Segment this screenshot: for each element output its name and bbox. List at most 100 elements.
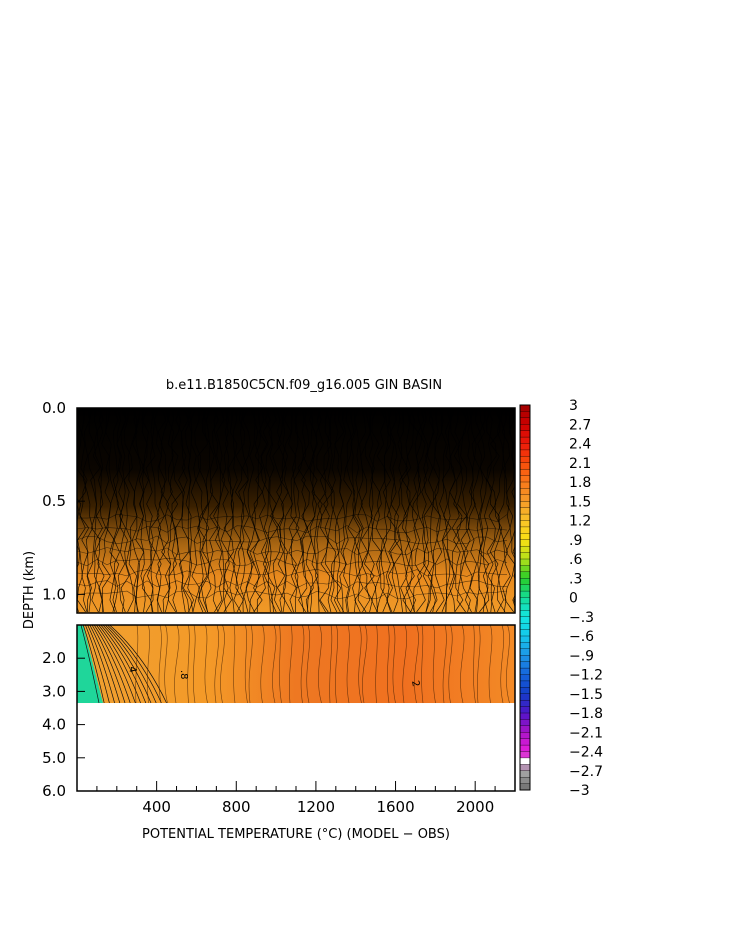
- contour-line: [463, 408, 474, 613]
- contour-line: [89, 625, 121, 704]
- contour-line: [149, 408, 160, 613]
- contour-line: [271, 408, 282, 613]
- contour-line: [98, 625, 141, 704]
- contour-line: [138, 408, 149, 613]
- contour-line: [375, 625, 378, 704]
- colorbar-tick-label: 1.2: [569, 514, 591, 530]
- colorbar-swatch: [519, 783, 531, 791]
- contour-line: [216, 408, 226, 613]
- contour-line: [227, 408, 238, 613]
- x-axis-label: POTENTIAL TEMPERATURE (°C) (MODEL − OBS): [142, 827, 450, 842]
- contour-line: [204, 408, 215, 613]
- contour-line: [432, 625, 436, 704]
- colorbar-swatch: [519, 751, 531, 759]
- contour-line: [346, 408, 356, 613]
- colorbar-swatch: [519, 719, 531, 727]
- colorbar-swatch: [519, 712, 531, 720]
- contour-line: [290, 408, 300, 613]
- colorbar-swatch: [519, 770, 531, 778]
- colorbar-tick-label: −.3: [569, 610, 594, 626]
- contour-line: [164, 625, 168, 704]
- colorbar-swatch: [519, 680, 531, 688]
- colorbar-swatch: [519, 417, 531, 425]
- upper-y-tick-label: 1.0: [42, 585, 66, 603]
- colorbar-swatch: [519, 571, 531, 579]
- colorbar-tick-label: 1.8: [569, 475, 591, 491]
- contour-line: [456, 408, 468, 613]
- upper-y-ticks: 0.0 0.5 1.0: [42, 399, 85, 603]
- contour-line: [445, 408, 456, 613]
- contour-line: [112, 408, 123, 613]
- contour-line: [190, 408, 201, 613]
- contour-line: [504, 408, 515, 613]
- lower-y-tick-label: 6.0: [42, 782, 66, 800]
- contour-line: [171, 408, 183, 613]
- colorbar-tick-label: 1.5: [569, 494, 591, 510]
- contour-line: [91, 625, 126, 704]
- contour-line: [141, 408, 153, 613]
- colorbar-swatch: [519, 674, 531, 682]
- contour-line: [346, 625, 350, 704]
- contour-line: [97, 408, 107, 613]
- contour-line: [288, 408, 297, 613]
- colorbar-swatch: [519, 424, 531, 432]
- contour-line: [473, 625, 476, 704]
- contour-line: [79, 408, 90, 613]
- chart-title: b.e11.B1850C5CN.f09_g16.005 GIN BASIN: [166, 378, 442, 393]
- upper-contour-lines: [77, 408, 515, 613]
- contour-line: [87, 625, 115, 704]
- contour-line: [375, 408, 386, 613]
- colorbar-swatch: [519, 757, 531, 765]
- contour-line: [460, 625, 465, 704]
- contour-line: [357, 408, 367, 613]
- contour-line: [174, 625, 180, 704]
- colorbar-tick-label: −.9: [569, 648, 594, 664]
- colorbar-frame: [519, 404, 531, 791]
- colorbar-swatch: [519, 456, 531, 464]
- colorbar-tick-label: −1.2: [569, 668, 603, 684]
- colorbar-swatch: [519, 661, 531, 669]
- contour-line: [80, 625, 100, 704]
- colorbar-swatch: [519, 667, 531, 675]
- contour-line: [197, 408, 208, 613]
- contour-line: [367, 408, 378, 613]
- contour-line: [220, 625, 225, 704]
- contour-line: [405, 408, 415, 613]
- contour-line: [439, 408, 447, 613]
- lower-y-tick-label: 4.0: [42, 716, 66, 734]
- contour-line: [318, 625, 322, 704]
- contour-line: [301, 408, 312, 613]
- contour-line: [501, 408, 511, 613]
- contour-line: [354, 408, 364, 613]
- contour-line: [83, 408, 94, 613]
- contour-line: [77, 513, 508, 523]
- contour-line: [442, 625, 447, 704]
- contour-line: [500, 625, 505, 704]
- colorbar-swatch: [519, 603, 531, 611]
- colorbar-swatch: [519, 616, 531, 624]
- colorbar-tick-label: .6: [569, 552, 582, 568]
- contour-line: [350, 408, 360, 613]
- contour-line: [242, 408, 253, 613]
- contour-line: [86, 408, 97, 613]
- contour-label: 4: [126, 666, 138, 674]
- x-ticks: 400 800 1200 1600 2000: [96, 781, 496, 816]
- upper-panel-frame: [76, 407, 516, 614]
- colorbar-swatch: [519, 411, 531, 419]
- contour-line: [209, 408, 220, 613]
- colorbar-swatch: [519, 507, 531, 515]
- colorbar-swatch: [519, 443, 531, 451]
- contour-line: [167, 408, 179, 613]
- contour-line: [178, 408, 190, 613]
- contour-line: [482, 408, 493, 613]
- contour-line: [506, 625, 510, 704]
- contour-line: [300, 625, 305, 704]
- contour-line: [109, 408, 120, 613]
- contour-line: [234, 408, 245, 613]
- contour-line: [135, 625, 139, 704]
- x-tick-label: 1200: [297, 798, 335, 816]
- colorbar-tick-label: −1.5: [569, 687, 603, 703]
- contour-line: [414, 625, 419, 704]
- contour-line: [100, 625, 147, 704]
